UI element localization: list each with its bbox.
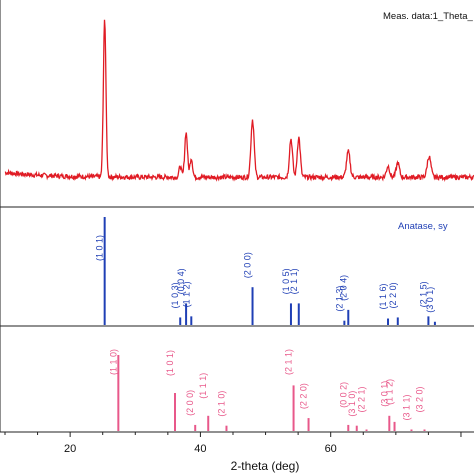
anatase-hkl-label: (2 1 3) [334, 286, 344, 312]
anatase-hkl-label: (2 0 0) [243, 252, 253, 278]
x-axis-label: 2-theta (deg) [231, 459, 300, 473]
anatase-hkl-label: (2 1 1) [289, 268, 299, 294]
plot-frame [0, 0, 474, 433]
measured-pattern-line [4, 19, 474, 182]
anatase-hkl-label: (1 1 6) [378, 284, 388, 310]
anatase-hkl-label: (0 0 4) [176, 268, 186, 294]
rutile-hkl-label: (3 0 1) [379, 381, 389, 407]
rutile-hkl-label: (2 1 0) [216, 391, 226, 417]
rutile-hkl-label: (3 1 1) [401, 394, 411, 420]
rutile-hkl-label: (3 1 0) [347, 391, 357, 417]
anatase-hkl-label: (2 2 0) [388, 282, 398, 308]
anatase-hkl-label: (2 0 4) [338, 275, 348, 301]
anatase-hkl-label: (1 0 3) [170, 282, 180, 308]
rutile-hkl-label: (0 0 2) [338, 382, 348, 408]
rutile-hkl-label: (2 2 0) [299, 383, 309, 409]
x-tick-label: 60 [325, 443, 337, 455]
legend-label: Meas. data:1_Theta_ [383, 11, 473, 22]
anatase-reference-label: Anatase, sy [398, 221, 448, 232]
rutile-hkl-label: (2 2 1) [357, 386, 367, 412]
rutile-hkl-label: (2 1 1) [284, 349, 294, 375]
rutile-hkl-label: (1 1 0) [108, 349, 118, 375]
anatase-hkl-label: (1 0 1) [95, 235, 105, 261]
rutile-hkl-label: (2 0 0) [185, 390, 195, 416]
x-tick-label: 20 [64, 443, 76, 455]
rutile-hkl-label: (1 0 1) [165, 350, 175, 376]
rutile-hkl-label: (1 1 2) [385, 379, 395, 405]
rutile-hkl-label: (3 2 0) [414, 386, 424, 412]
anatase-hkl-label: (2 1 5) [418, 281, 428, 307]
rutile-hkl-label: (1 1 1) [198, 373, 208, 399]
anatase-hkl-label: (1 1 2) [181, 281, 191, 307]
x-axis: 20 40 60 [4, 432, 462, 455]
anatase-hkl-label: (1 0 5) [281, 268, 291, 294]
rutile-reference-panel: (1 1 0) (1 0 1) (2 0 0)(1 1 1) (2 1 0) (2 1 … [108, 349, 426, 431]
anatase-hkl-label: (3 0 1) [425, 287, 435, 313]
x-tick-label: 40 [194, 443, 206, 455]
anatase-reference-panel: (1 0 1) (1 0 3)(0 0 4)(1 1 2) (2 0 0) (1 0 … [95, 217, 436, 325]
